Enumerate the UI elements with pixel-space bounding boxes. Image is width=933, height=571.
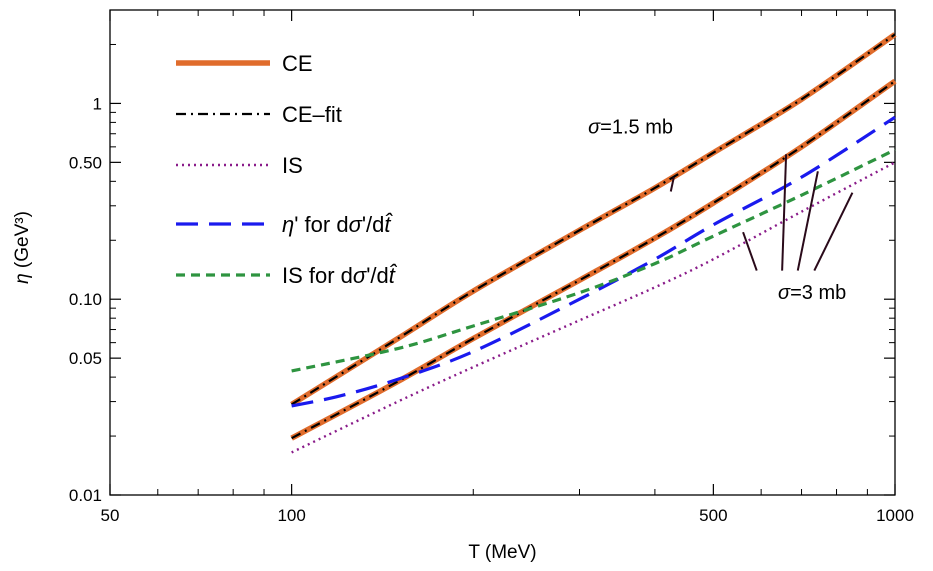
legend-label-cefit: CE–fit: [282, 102, 342, 127]
y-tick-label: 0.50: [69, 153, 102, 172]
annotation-s15: σ=1.5 mb: [588, 117, 673, 139]
x-tick-label: 1000: [876, 506, 914, 525]
leader-line-s3: [813, 192, 854, 272]
y-tick-label: 1: [93, 94, 102, 113]
legend-label-ce: CE: [282, 51, 313, 76]
series-line-etap_3: [291, 115, 896, 408]
annotations: σ=1.5 mb σ=3 mb: [588, 117, 854, 304]
annotation-s3: σ=3 mb: [778, 282, 846, 304]
series-line-is_3: [291, 161, 896, 454]
leader-line-s3: [742, 231, 758, 271]
leader-line-s15: [669, 176, 675, 192]
legend: CE CE–fit IS η' for dσ'/dt̂ IS for dσ'/dt̂: [176, 51, 397, 288]
legend-label-etap: η' for dσ'/dt̂: [282, 212, 393, 237]
y-axis-title: η (GeV³): [12, 211, 33, 284]
leader-line-s3: [796, 171, 819, 271]
x-tick-label: 100: [277, 506, 305, 525]
x-tick-label: 50: [101, 506, 120, 525]
x-tick-label: 500: [699, 506, 727, 525]
y-tick-label: 0.10: [69, 290, 102, 309]
legend-label-isd: IS for dσ'/dt̂: [282, 263, 397, 288]
legend-label-is: IS: [282, 153, 303, 178]
axis-ticks: 50 100 500 1000 0.01 0.05 0.10 0.50 1: [69, 10, 914, 525]
series-line-cefit_1p5: [291, 33, 896, 406]
plot-frame: [109, 9, 896, 496]
x-axis-title: T (MeV): [468, 542, 536, 563]
series-line-isd_3: [291, 148, 896, 373]
y-tick-label: 0.01: [69, 486, 102, 505]
leader-line-s3: [781, 154, 788, 271]
y-tick-label: 0.05: [69, 349, 102, 368]
data-series: [290, 32, 897, 454]
